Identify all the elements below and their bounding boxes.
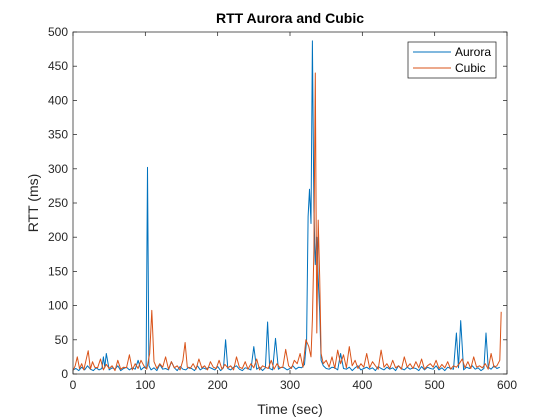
y-tick-label: 500: [48, 25, 68, 39]
y-tick-label: 250: [48, 196, 68, 210]
y-axis-ticks: 0 50 100 150 200 250 300 350 400 450 500: [48, 25, 507, 381]
legend: Aurora Cubic: [407, 41, 497, 79]
series-line-aurora: [72, 40, 501, 372]
series-layer: [72, 40, 502, 372]
plot-area: [73, 32, 507, 374]
y-tick-label: 350: [48, 128, 68, 142]
y-tick-label: 450: [48, 59, 68, 73]
x-tick-label: 400: [352, 378, 372, 392]
y-tick-label: 200: [48, 230, 68, 244]
x-tick-label: 0: [70, 378, 77, 392]
x-tick-label: 300: [280, 378, 300, 392]
x-axis-label: Time (sec): [257, 401, 323, 417]
legend-box: [407, 41, 497, 79]
x-tick-label: 500: [425, 378, 445, 392]
y-axis-label: RTT (ms): [25, 174, 41, 233]
y-tick-label: 100: [48, 299, 68, 313]
legend-aurora-label: Aurora: [455, 45, 491, 59]
legend-cubic-label: Cubic: [455, 61, 486, 75]
y-tick-label: 150: [48, 264, 68, 278]
y-tick-label: 0: [61, 367, 68, 381]
series-line-cubic: [72, 72, 502, 372]
x-axis-ticks: 0 100 200 300 400 500 600: [70, 32, 517, 392]
x-tick-label: 600: [497, 378, 517, 392]
x-tick-label: 200: [208, 378, 228, 392]
y-tick-label: 50: [55, 333, 69, 347]
y-tick-label: 300: [48, 162, 68, 176]
y-tick-label: 400: [48, 93, 68, 107]
chart-title: RTT Aurora and Cubic: [216, 10, 364, 26]
x-tick-label: 100: [135, 378, 155, 392]
